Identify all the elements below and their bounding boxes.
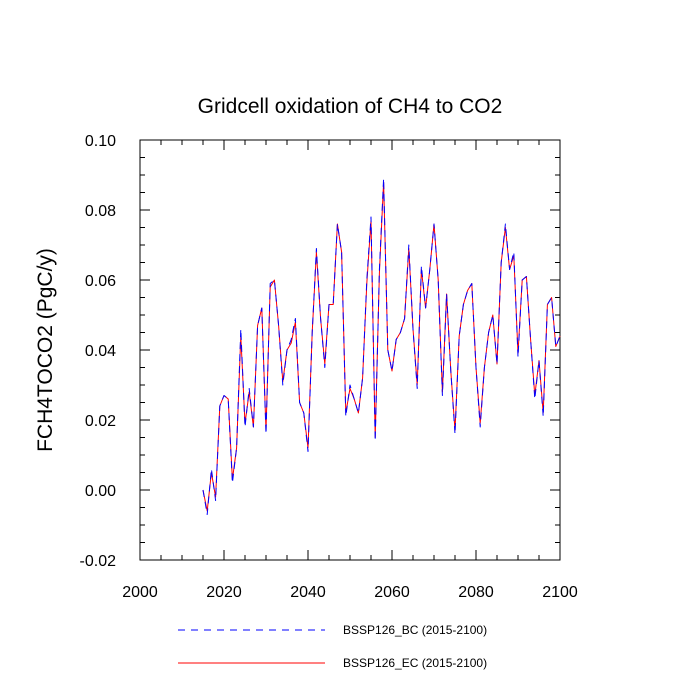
series-line-bssp126_ec — [202, 181, 561, 512]
y-tick-label: 0.00 — [85, 483, 116, 500]
x-tick-label: 2000 — [122, 584, 158, 601]
legend-label: BSSP126_BC (2015-2100) — [343, 623, 487, 637]
series-line-bssp126_bc — [202, 178, 561, 515]
x-axis-ticks: 2000 2020 2040 2060 2080 2100 — [122, 140, 578, 601]
plot-frame — [139, 139, 561, 561]
series-lines — [202, 178, 561, 515]
y-tick-label: 0.04 — [85, 343, 116, 360]
minor-ticks — [139, 139, 561, 561]
legend: BSSP126_BC (2015-2100) BSSP126_EC (2015-2… — [178, 623, 487, 670]
y-tick-label: -0.02 — [80, 553, 117, 570]
legend-label: BSSP126_EC (2015-2100) — [343, 656, 487, 670]
y-tick-label: 0.10 — [85, 133, 116, 150]
y-axis-label: FCH4TOCO2 (PgC/y) — [34, 248, 57, 452]
chart-title: Gridcell oxidation of CH4 to CO2 — [198, 95, 503, 118]
y-tick-label: 0.08 — [85, 203, 116, 220]
x-tick-label: 2100 — [542, 584, 578, 601]
x-tick-label: 2080 — [458, 584, 494, 601]
y-tick-label: 0.06 — [85, 273, 116, 290]
x-tick-label: 2060 — [374, 584, 410, 601]
y-tick-label: 0.02 — [85, 413, 116, 430]
x-tick-label: 2020 — [206, 584, 242, 601]
y-axis-ticks: -0.02 0.00 0.02 0.04 0.06 0.08 0.10 — [80, 133, 560, 570]
x-tick-label: 2040 — [290, 584, 326, 601]
